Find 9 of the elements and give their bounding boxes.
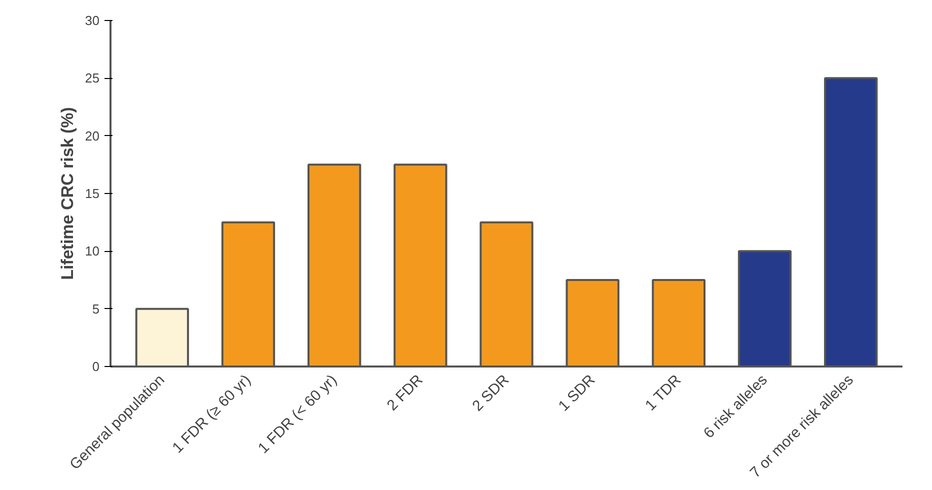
y-tick-label: 20 xyxy=(85,128,100,144)
y-tick-label: 5 xyxy=(92,301,100,316)
y-tick-label: 25 xyxy=(85,70,100,86)
y-tick-label: 10 xyxy=(85,244,100,259)
y-tick-label: 15 xyxy=(85,186,100,201)
x-tick-label: 1 TDR xyxy=(642,372,685,414)
y-tick-label: 0 xyxy=(92,359,100,374)
y-axis-title: Lifetime CRC risk (%) xyxy=(58,107,78,280)
y-tick-label: 30 xyxy=(85,13,100,28)
